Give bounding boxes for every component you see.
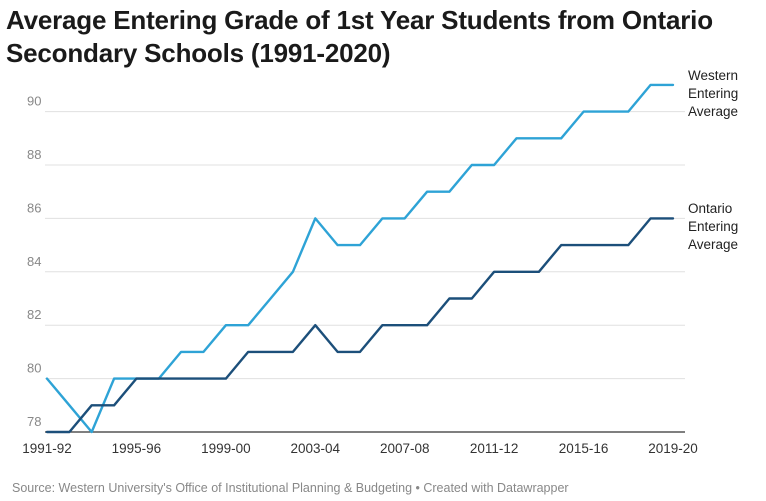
series-line-ontario <box>45 217 675 434</box>
y-tick-label-88: 88 <box>27 147 41 162</box>
x-tick-label: 2019-20 <box>648 441 698 456</box>
y-tick-label-90: 90 <box>27 94 41 109</box>
x-tick-label: 1995-96 <box>112 441 162 456</box>
x-tick-label: 2007-08 <box>380 441 430 456</box>
series-line-western <box>45 83 675 434</box>
series-label-western: Average <box>688 104 738 119</box>
series-label-ontario: Entering <box>688 219 738 234</box>
x-axis: 1991-92 1995-96 1999-00 2003-04 2007-08 2011-… <box>22 431 698 456</box>
series-label-western: Western <box>688 68 738 83</box>
y-tick-label-86: 86 <box>27 200 41 215</box>
source-note: Source: Western University's Office of I… <box>12 481 569 495</box>
series-label-western: Entering <box>688 86 738 101</box>
y-tick-label-84: 84 <box>27 254 41 269</box>
y-tick-label-82: 82 <box>27 307 41 322</box>
gridlines: 78 80 82 84 86 88 90 <box>27 94 685 429</box>
series-label-ontario: Average <box>688 237 738 252</box>
x-tick-label: 2003-04 <box>291 441 341 456</box>
y-tick-label-80: 80 <box>27 361 41 376</box>
x-tick-label: 1999-00 <box>201 441 251 456</box>
x-tick-label: 1991-92 <box>22 441 72 456</box>
series-labels: Western Entering Average Ontario Entering Ave… <box>688 68 738 252</box>
x-tick-label: 2015-16 <box>559 441 609 456</box>
x-tick-label: 2011-12 <box>470 441 519 456</box>
y-tick-label-78: 78 <box>27 414 41 429</box>
chart-title: Average Entering Grade of 1st Year Stude… <box>6 5 713 68</box>
series-label-ontario: Ontario <box>688 201 732 216</box>
series-lines <box>45 83 675 434</box>
